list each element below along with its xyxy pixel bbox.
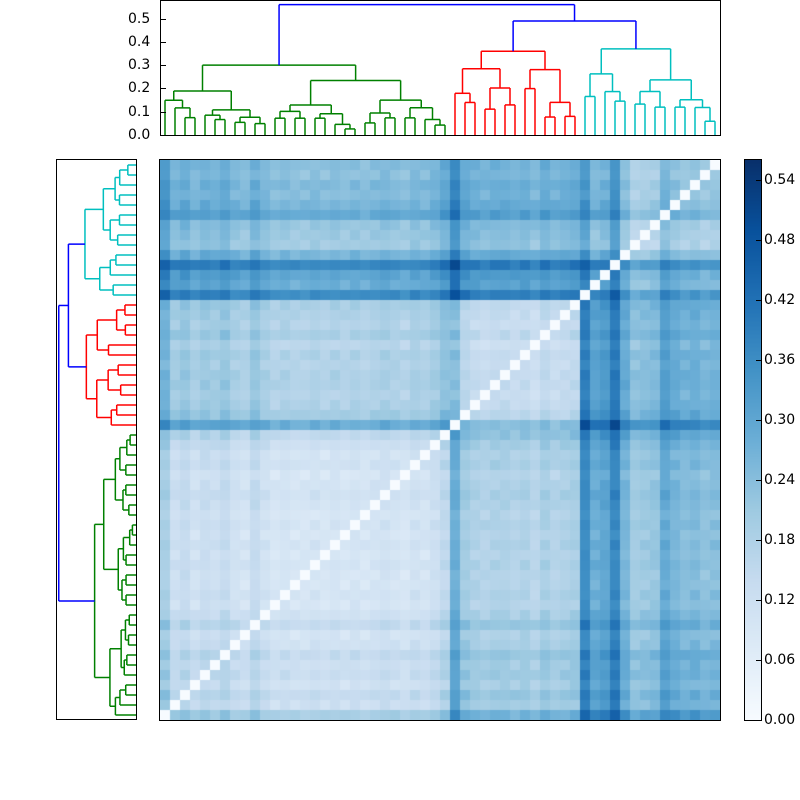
colorbar-tick-mark xyxy=(756,540,762,541)
colorbar-tick-mark xyxy=(756,600,762,601)
colorbar-tick-label: 0.12 xyxy=(764,592,796,608)
colorbar-tick-label: 0.42 xyxy=(764,292,796,308)
top-dendrogram-tick-mark xyxy=(161,41,166,43)
colorbar-tick-label: 0.36 xyxy=(764,352,796,368)
top-dendrogram-tick-mark xyxy=(161,18,166,20)
left-dendrogram-axes xyxy=(56,159,137,720)
colorbar-tick-label: 0.54 xyxy=(764,172,796,188)
colorbar-tick-mark xyxy=(756,300,762,301)
top-dendrogram-tick-mark xyxy=(161,111,166,113)
top-dendrogram-tick-label: 0.5 xyxy=(128,10,151,27)
top-dendrogram-tick-label: 0.3 xyxy=(128,57,151,74)
top-dendrogram-tick-mark xyxy=(161,88,166,90)
colorbar-tick-mark xyxy=(756,360,762,361)
colorbar-tick-mark xyxy=(756,480,762,481)
top-dendrogram-tick-mark xyxy=(161,135,166,136)
colorbar-tick-mark xyxy=(756,180,762,181)
top-dendrogram-tick-label: 0.4 xyxy=(128,33,151,50)
colorbar-tick-mark xyxy=(756,240,762,241)
heatmap-canvas xyxy=(160,160,720,720)
top-dendrogram-tick-label: 0.0 xyxy=(128,127,151,143)
top-dendrogram-tick-label: 0.1 xyxy=(128,103,151,120)
colorbar-tick-label: 0.48 xyxy=(764,232,796,248)
colorbar-tick-label: 0.00 xyxy=(764,712,796,728)
top-dendrogram-axes xyxy=(160,0,721,136)
colorbar-tick-label: 0.24 xyxy=(764,472,796,488)
colorbar-tick-mark xyxy=(756,420,762,421)
top-dendrogram-tick-mark xyxy=(161,65,166,67)
colorbar-tick-label: 0.06 xyxy=(764,652,796,668)
colorbar-tick-label: 0.18 xyxy=(764,532,796,548)
colorbar-tick-mark xyxy=(756,720,762,721)
colorbar-tick-label: 0.30 xyxy=(764,412,796,428)
top-dendrogram-tick-label: 0.2 xyxy=(128,80,151,97)
colorbar-tick-mark xyxy=(756,660,762,661)
